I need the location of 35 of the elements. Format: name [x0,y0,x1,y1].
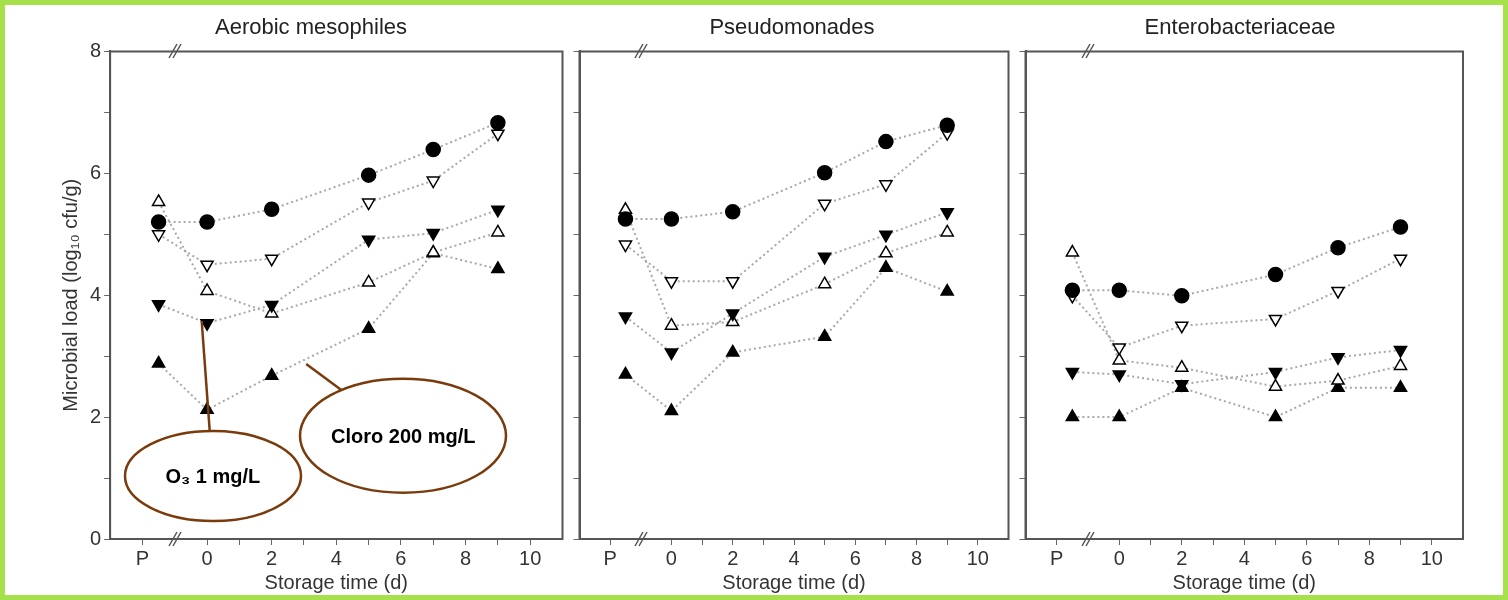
x-axis-title: Storage time (d) [1172,570,1316,593]
chart-title: Aerobic mesophiles [215,14,407,40]
x-tick-label: 6 [849,546,861,569]
x-tick-label: 4 [330,546,342,569]
x-tick-label: 10 [519,546,542,569]
y-tick-label: 6 [90,160,102,183]
x-tick-label: P [135,546,150,569]
x-tick-label: 0 [1113,546,1125,569]
x-tick-label: 6 [395,546,407,569]
y-tick-label: 0 [90,526,102,549]
y-axis-title: Microbial load (log₁₀ cfu/g) [58,178,81,412]
chart-title: Pseudomonades [709,14,875,40]
x-tick-label: 8 [460,546,472,569]
x-tick-label: 8 [1363,546,1375,569]
x-tick-label: 2 [727,546,739,569]
x-tick-label: 2 [266,546,278,569]
chart-title: Enterobacteriaceae [1144,14,1336,40]
annotation: O₃ 1 mg/L [165,464,261,488]
annotation: Cloro 200 mg/L [331,424,476,448]
x-tick-label: 4 [788,546,800,569]
y-tick-label: 8 [90,38,102,61]
x-tick-label: 10 [1420,546,1443,569]
x-tick-label: 4 [1238,546,1250,569]
x-tick-label: 0 [665,546,677,569]
x-tick-label: P [603,546,617,569]
x-tick-label: 10 [966,546,989,569]
x-tick-label: P [1050,546,1064,569]
x-tick-label: 0 [201,546,213,569]
x-tick-label: 2 [1176,546,1188,569]
x-tick-label: 6 [1301,546,1313,569]
x-tick-label: 8 [911,546,923,569]
x-axis-title: Storage time (d) [264,570,409,593]
x-axis-title: Storage time (d) [722,570,866,593]
y-tick-label: 2 [90,404,102,427]
y-tick-label: 4 [90,282,102,305]
